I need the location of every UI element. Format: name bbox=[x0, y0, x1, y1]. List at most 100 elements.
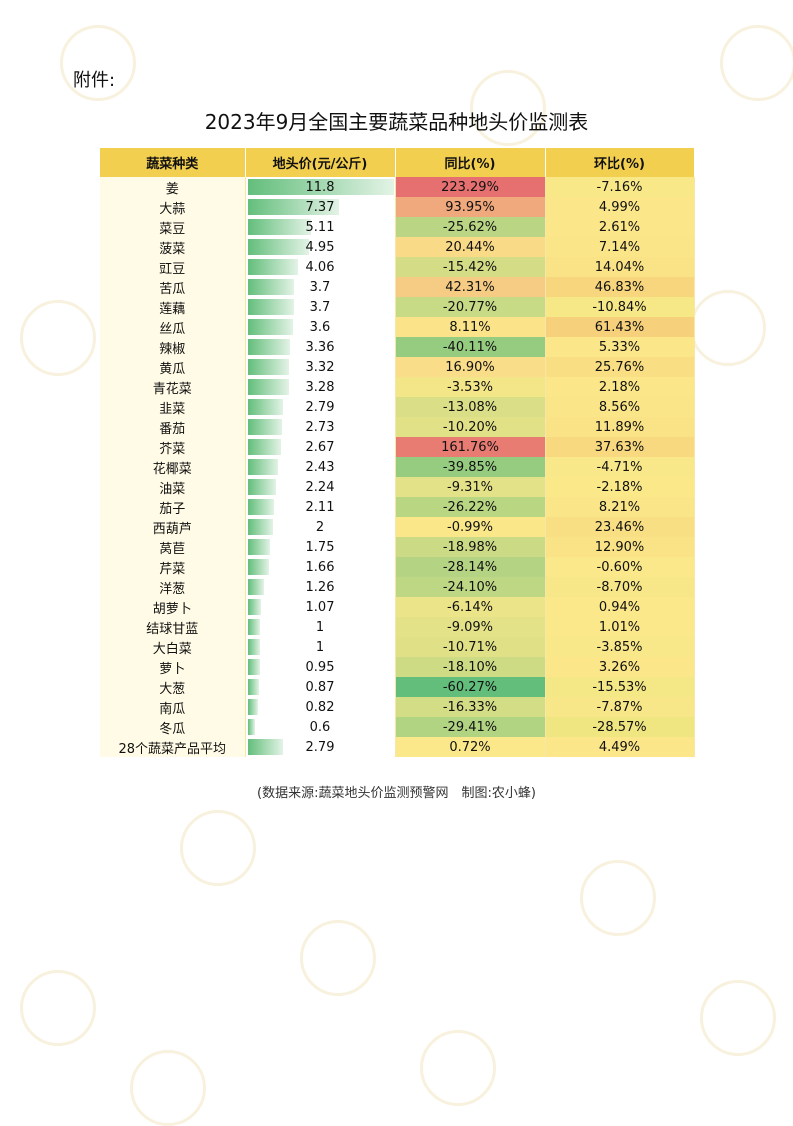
price-data-bar bbox=[247, 459, 278, 475]
watermark-logo bbox=[180, 810, 256, 886]
watermark-logo bbox=[690, 290, 766, 366]
mom-cell: -7.16% bbox=[545, 177, 695, 197]
vegetable-name: 大蒜 bbox=[100, 197, 246, 217]
price-value: 2 bbox=[315, 519, 325, 535]
yoy-cell: 20.44% bbox=[395, 237, 546, 257]
price-value: 2.73 bbox=[305, 419, 335, 435]
yoy-cell: -26.22% bbox=[395, 497, 546, 517]
mom-cell: 2.18% bbox=[545, 377, 695, 397]
table-row: 大白菜 1 -10.71% -3.85% bbox=[100, 637, 695, 657]
yoy-cell: -18.10% bbox=[395, 657, 546, 677]
vegetable-name: 西葫芦 bbox=[100, 517, 246, 537]
price-data-bar bbox=[247, 579, 264, 595]
header-vegetable: 蔬菜种类 bbox=[100, 148, 246, 177]
table-header-row: 蔬菜种类 地头价(元/公斤) 同比(%) 环比(%) bbox=[100, 148, 695, 177]
price-value: 1 bbox=[315, 619, 325, 635]
price-data-bar bbox=[247, 639, 260, 655]
price-cell: 3.7 bbox=[245, 277, 396, 297]
attachment-label: 附件: bbox=[73, 70, 116, 91]
price-value: 3.6 bbox=[309, 319, 331, 335]
yoy-cell: 42.31% bbox=[395, 277, 546, 297]
price-cell: 5.11 bbox=[245, 217, 396, 237]
yoy-cell: -39.85% bbox=[395, 457, 546, 477]
price-value: 1.26 bbox=[305, 579, 335, 595]
yoy-cell: -20.77% bbox=[395, 297, 546, 317]
yoy-cell: -10.20% bbox=[395, 417, 546, 437]
price-data-bar bbox=[247, 679, 259, 695]
yoy-cell: -18.98% bbox=[395, 537, 546, 557]
vegetable-name: 冬瓜 bbox=[100, 717, 246, 737]
vegetable-name: 姜 bbox=[100, 177, 246, 197]
price-value: 1.07 bbox=[305, 599, 335, 615]
price-value: 2.11 bbox=[305, 499, 335, 515]
price-value: 1 bbox=[315, 639, 325, 655]
price-value: 3.7 bbox=[309, 279, 331, 295]
table-row: 莲藕 3.7 -20.77% -10.84% bbox=[100, 297, 695, 317]
price-value: 7.37 bbox=[305, 199, 335, 215]
price-data-bar bbox=[247, 319, 293, 335]
price-data-bar bbox=[247, 739, 283, 755]
yoy-cell: -16.33% bbox=[395, 697, 546, 717]
mom-cell: 23.46% bbox=[545, 517, 695, 537]
yoy-cell: -6.14% bbox=[395, 597, 546, 617]
price-value: 2.24 bbox=[305, 479, 335, 495]
price-data-bar bbox=[247, 619, 260, 635]
vegetable-name: 菠菜 bbox=[100, 237, 246, 257]
mom-cell: 2.61% bbox=[545, 217, 695, 237]
table-row: 南瓜 0.82 -16.33% -7.87% bbox=[100, 697, 695, 717]
header-yoy: 同比(%) bbox=[395, 148, 546, 177]
table-row: 花椰菜 2.43 -39.85% -4.71% bbox=[100, 457, 695, 477]
price-data-bar bbox=[247, 599, 261, 615]
table-row: 辣椒 3.36 -40.11% 5.33% bbox=[100, 337, 695, 357]
watermark-logo bbox=[420, 1030, 496, 1106]
vegetable-name: 洋葱 bbox=[100, 577, 246, 597]
table-row: 胡萝卜 1.07 -6.14% 0.94% bbox=[100, 597, 695, 617]
table-row: 油菜 2.24 -9.31% -2.18% bbox=[100, 477, 695, 497]
price-value: 0.82 bbox=[305, 699, 335, 715]
price-value: 2.43 bbox=[305, 459, 335, 475]
vegetable-name: 胡萝卜 bbox=[100, 597, 246, 617]
yoy-cell: -29.41% bbox=[395, 717, 546, 737]
vegetable-name: 芹菜 bbox=[100, 557, 246, 577]
price-cell: 2.79 bbox=[245, 397, 396, 417]
mom-cell: 61.43% bbox=[545, 317, 695, 337]
vegetable-name: 菜豆 bbox=[100, 217, 246, 237]
yoy-cell: -40.11% bbox=[395, 337, 546, 357]
price-data-bar bbox=[247, 179, 394, 195]
price-cell: 3.32 bbox=[245, 357, 396, 377]
price-value: 5.11 bbox=[305, 219, 335, 235]
mom-cell: -7.87% bbox=[545, 697, 695, 717]
price-cell: 3.7 bbox=[245, 297, 396, 317]
mom-cell: -0.60% bbox=[545, 557, 695, 577]
table-row: 结球甘蓝 1 -9.09% 1.01% bbox=[100, 617, 695, 637]
mom-cell: 4.49% bbox=[545, 737, 695, 757]
yoy-cell: -9.09% bbox=[395, 617, 546, 637]
vegetable-name: 苦瓜 bbox=[100, 277, 246, 297]
price-value: 2.67 bbox=[305, 439, 335, 455]
page-title: 2023年9月全国主要蔬菜品种地头价监测表 bbox=[204, 110, 589, 134]
price-data-bar bbox=[247, 719, 255, 735]
table-row: 西葫芦 2 -0.99% 23.46% bbox=[100, 517, 695, 537]
vegetable-name: 南瓜 bbox=[100, 697, 246, 717]
price-cell: 1.07 bbox=[245, 597, 396, 617]
price-cell: 3.6 bbox=[245, 317, 396, 337]
price-value: 2.79 bbox=[305, 399, 335, 415]
mom-cell: 46.83% bbox=[545, 277, 695, 297]
price-data-bar bbox=[247, 519, 273, 535]
vegetable-name: 莴苣 bbox=[100, 537, 246, 557]
price-cell: 7.37 bbox=[245, 197, 396, 217]
table-row: 洋葱 1.26 -24.10% -8.70% bbox=[100, 577, 695, 597]
price-cell: 4.06 bbox=[245, 257, 396, 277]
table-row: 黄瓜 3.32 16.90% 25.76% bbox=[100, 357, 695, 377]
mom-cell: 0.94% bbox=[545, 597, 695, 617]
price-cell: 1.66 bbox=[245, 557, 396, 577]
yoy-cell: -25.62% bbox=[395, 217, 546, 237]
price-cell: 0.87 bbox=[245, 677, 396, 697]
price-value: 4.06 bbox=[305, 259, 335, 275]
price-cell: 0.95 bbox=[245, 657, 396, 677]
table-row: 芥菜 2.67 161.76% 37.63% bbox=[100, 437, 695, 457]
mom-cell: -8.70% bbox=[545, 577, 695, 597]
price-cell: 1.75 bbox=[245, 537, 396, 557]
mom-cell: 8.21% bbox=[545, 497, 695, 517]
table-row: 冬瓜 0.6 -29.41% -28.57% bbox=[100, 717, 695, 737]
